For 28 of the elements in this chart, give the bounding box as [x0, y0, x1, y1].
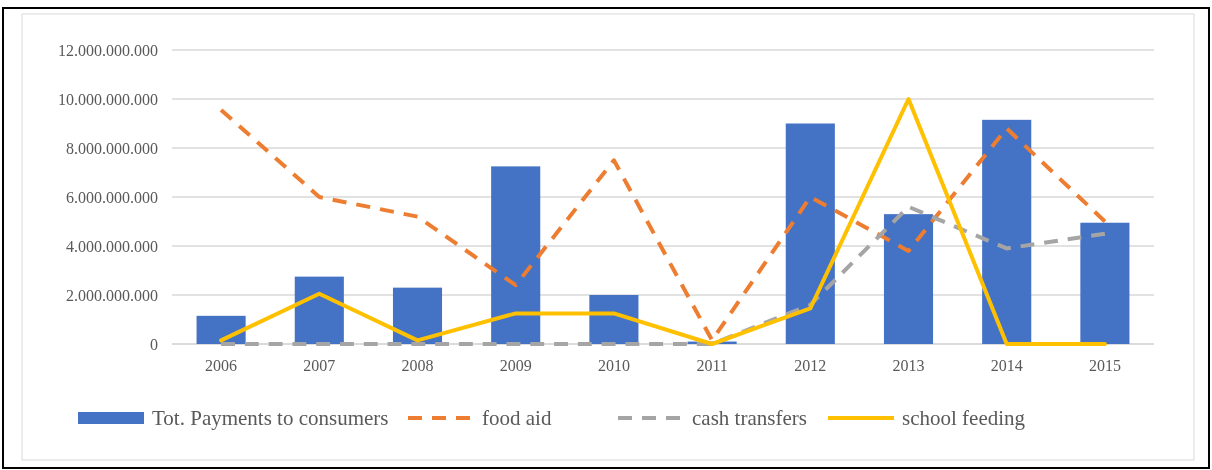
- bar: [294, 276, 344, 344]
- y-tick-label: 2.000.000.000: [66, 286, 158, 304]
- x-tick-label: 2014: [990, 357, 1023, 374]
- x-tick-label: 2006: [205, 357, 238, 374]
- x-tick-label: 2008: [401, 357, 434, 374]
- y-tick-label: 8.000.000.000: [66, 139, 158, 157]
- x-tick-label: 2012: [794, 357, 827, 374]
- x-tick-label: 2015: [1088, 357, 1121, 374]
- x-tick-label: 2007: [303, 357, 336, 374]
- y-tick-label: 0: [150, 335, 158, 353]
- legend-label: food aid: [482, 406, 552, 431]
- y-tick-label: 10.000.000.000: [58, 90, 158, 108]
- legend-label: cash transfers: [692, 406, 807, 431]
- x-tick-label: 2011: [696, 357, 728, 374]
- y-tick-label: 4.000.000.000: [66, 237, 158, 255]
- bar: [1080, 222, 1130, 344]
- legend-label: Tot. Payments to consumers: [152, 406, 389, 431]
- y-tick-label: 12.000.000.000: [58, 41, 158, 59]
- bar: [491, 166, 541, 344]
- y-tick-label: 6.000.000.000: [66, 188, 158, 206]
- x-tick-label: 2010: [597, 357, 630, 374]
- line-series: [219, 204, 1107, 346]
- legend-label: school feeding: [902, 406, 1026, 431]
- x-tick-label: 2009: [499, 357, 532, 374]
- x-tick-label: 2013: [892, 357, 925, 374]
- bar: [785, 123, 835, 344]
- bar: [982, 119, 1032, 344]
- bar: [883, 214, 934, 344]
